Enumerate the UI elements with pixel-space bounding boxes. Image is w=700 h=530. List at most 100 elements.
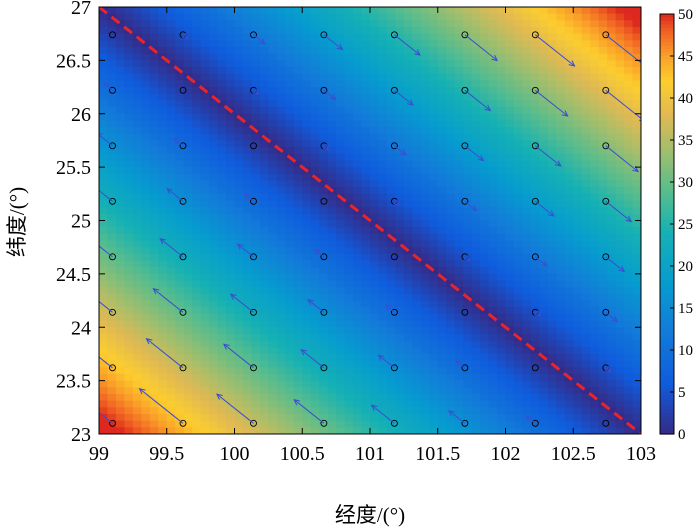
heatmap-cell bbox=[463, 333, 473, 342]
heatmap-cell bbox=[632, 180, 641, 188]
heatmap-cell bbox=[454, 200, 464, 208]
heatmap-cell bbox=[556, 213, 566, 222]
colorbar-swatch bbox=[660, 308, 674, 313]
heatmap-cell bbox=[200, 227, 210, 235]
heatmap-cell bbox=[378, 320, 388, 328]
heatmap-cell bbox=[285, 240, 295, 248]
heatmap-cell bbox=[141, 220, 151, 228]
heatmap-cell bbox=[607, 307, 617, 315]
heatmap-cell bbox=[285, 393, 295, 402]
heatmap-cell bbox=[344, 113, 354, 122]
heatmap-cell bbox=[573, 113, 583, 122]
heatmap-cell bbox=[166, 327, 176, 335]
heatmap-cell bbox=[564, 407, 574, 415]
heatmap-cell bbox=[547, 27, 557, 35]
heatmap-cell bbox=[302, 180, 312, 188]
heatmap-cell bbox=[268, 240, 278, 248]
heatmap-cell bbox=[166, 393, 176, 402]
heatmap-cell bbox=[99, 13, 109, 21]
wind-arrow bbox=[534, 310, 541, 317]
heatmap-cell bbox=[124, 40, 134, 48]
heatmap-cell bbox=[437, 100, 447, 108]
heatmap-cell bbox=[547, 393, 557, 402]
heatmap-cell bbox=[353, 133, 363, 142]
heatmap-cell bbox=[132, 20, 142, 28]
heatmap-cell bbox=[217, 353, 227, 362]
heatmap-cell bbox=[488, 87, 498, 95]
heatmap-cell bbox=[183, 207, 193, 215]
heatmap-cell bbox=[209, 20, 219, 28]
heatmap-cell bbox=[124, 127, 134, 135]
colorbar-swatch bbox=[660, 143, 674, 148]
heatmap-cell bbox=[522, 207, 532, 215]
heatmap-cell bbox=[276, 20, 286, 28]
heatmap-cell bbox=[242, 407, 253, 415]
heatmap-cell bbox=[598, 287, 608, 295]
heatmap-cell bbox=[183, 107, 193, 115]
heatmap-cell bbox=[107, 160, 117, 168]
heatmap-cell bbox=[463, 273, 473, 282]
heatmap-cell bbox=[547, 193, 557, 202]
heatmap-cell bbox=[598, 393, 608, 402]
heatmap-cell bbox=[132, 200, 142, 208]
heatmap-cell bbox=[446, 413, 456, 422]
heatmap-cell bbox=[268, 80, 278, 88]
heatmap-cell bbox=[547, 253, 557, 262]
heatmap-cell bbox=[175, 160, 185, 168]
heatmap-cell bbox=[124, 147, 134, 155]
heatmap-cell bbox=[158, 160, 168, 168]
heatmap-cell bbox=[632, 93, 641, 101]
heatmap-cell bbox=[488, 353, 498, 362]
heatmap-cell bbox=[395, 160, 405, 168]
heatmap-cell bbox=[166, 140, 176, 148]
heatmap-cell bbox=[624, 13, 634, 21]
heatmap-cell bbox=[547, 220, 557, 228]
heatmap-cell bbox=[115, 373, 126, 382]
heatmap-cell bbox=[319, 120, 329, 128]
heatmap-cell bbox=[107, 40, 117, 48]
heatmap-cell bbox=[242, 320, 253, 328]
heatmap-cell bbox=[513, 20, 524, 28]
heatmap-cell bbox=[158, 67, 168, 75]
heatmap-cell bbox=[115, 200, 126, 208]
heatmap-cell bbox=[564, 327, 574, 335]
heatmap-cell bbox=[251, 427, 261, 434]
heatmap-cell bbox=[598, 100, 608, 108]
heatmap-cell bbox=[378, 413, 388, 422]
heatmap-cell bbox=[463, 167, 473, 175]
heatmap-cell bbox=[386, 160, 397, 168]
heatmap-cell bbox=[395, 53, 405, 61]
heatmap-cell bbox=[454, 327, 464, 335]
heatmap-cell bbox=[268, 407, 278, 415]
heatmap-cell bbox=[632, 20, 641, 28]
heatmap-cell bbox=[361, 173, 371, 182]
heatmap-cell bbox=[319, 80, 329, 88]
heatmap-cell bbox=[226, 87, 236, 95]
heatmap-cell bbox=[319, 393, 329, 402]
heatmap-cell bbox=[183, 320, 193, 328]
heatmap-cell bbox=[547, 33, 557, 41]
heatmap-cell bbox=[513, 227, 524, 235]
heatmap-cell bbox=[209, 233, 219, 242]
heatmap-cell bbox=[581, 280, 591, 288]
heatmap-cell bbox=[217, 267, 227, 275]
heatmap-cell bbox=[158, 40, 168, 48]
heatmap-cell bbox=[285, 113, 295, 122]
heatmap-cell bbox=[302, 400, 312, 408]
heatmap-cell bbox=[395, 93, 405, 101]
heatmap-cell bbox=[285, 260, 295, 268]
colorbar-swatch bbox=[660, 238, 674, 243]
heatmap-cell bbox=[607, 80, 617, 88]
heatmap-cell bbox=[615, 387, 625, 395]
heatmap-cell bbox=[564, 73, 574, 81]
heatmap-cell bbox=[226, 340, 236, 348]
heatmap-cell bbox=[259, 160, 269, 168]
grid-point-marker bbox=[109, 419, 116, 427]
heatmap-cell bbox=[607, 173, 617, 182]
heatmap-cell bbox=[336, 413, 346, 422]
heatmap-cell bbox=[607, 27, 617, 35]
heatmap-cell bbox=[530, 153, 540, 162]
heatmap-cell bbox=[539, 373, 549, 382]
heatmap-cell bbox=[590, 167, 600, 175]
heatmap-cell bbox=[310, 393, 320, 402]
